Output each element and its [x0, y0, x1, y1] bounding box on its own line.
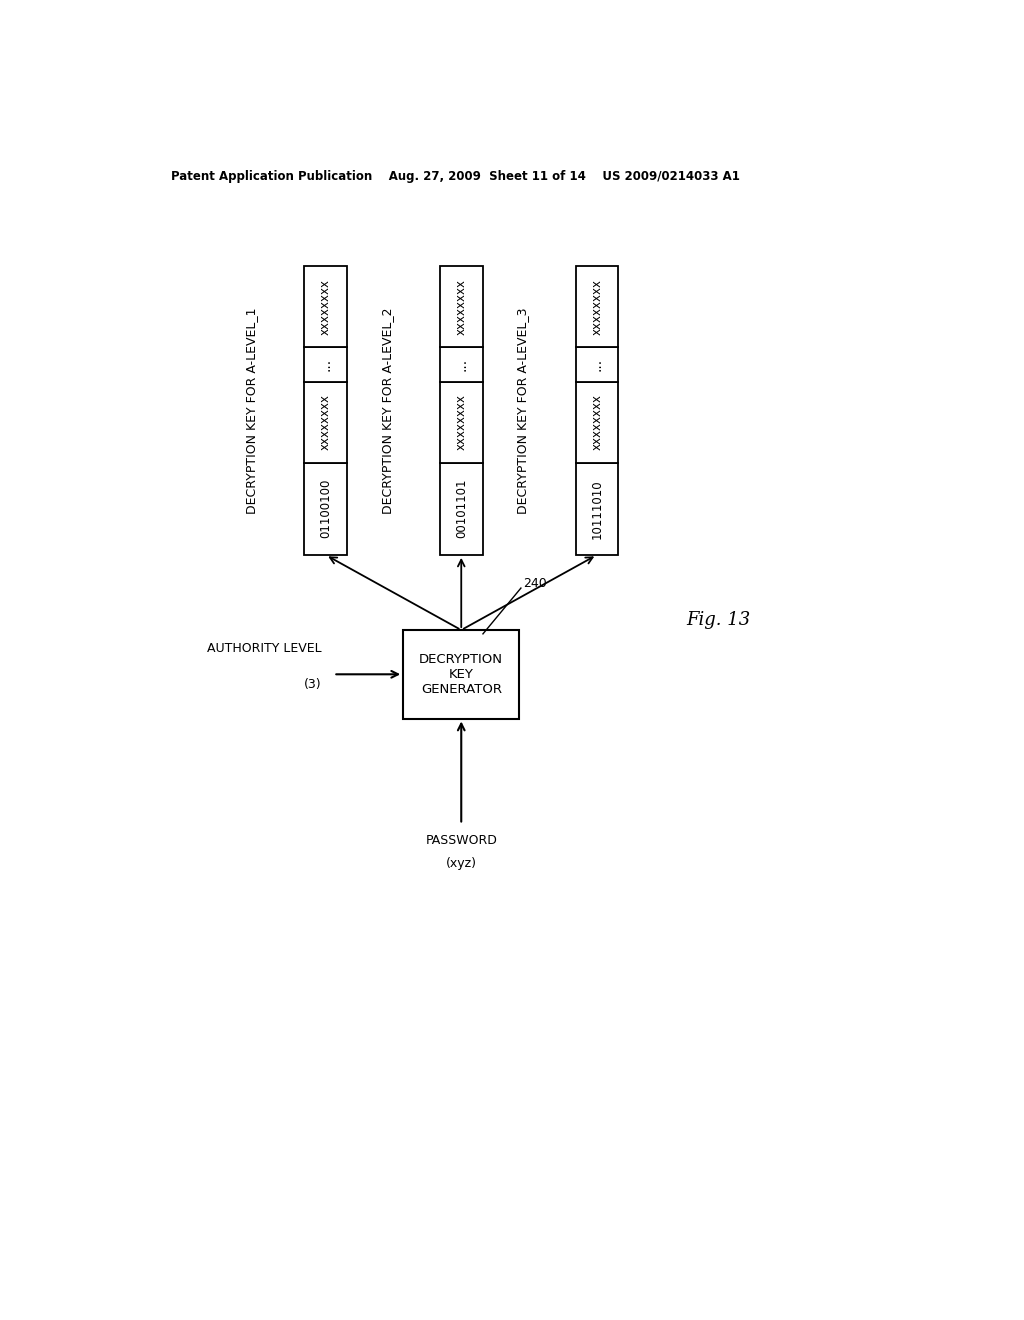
- Text: DECRYPTION KEY FOR A-LEVEL_1: DECRYPTION KEY FOR A-LEVEL_1: [245, 308, 258, 513]
- Text: 10111010: 10111010: [591, 479, 603, 539]
- Bar: [440, 267, 482, 347]
- Text: xxxxxxxx: xxxxxxxx: [319, 279, 332, 335]
- Bar: [575, 347, 618, 381]
- Text: Fig. 13: Fig. 13: [686, 611, 751, 630]
- Text: ...: ...: [318, 358, 333, 371]
- Bar: [304, 381, 347, 462]
- Bar: [304, 462, 347, 554]
- Text: 00101101: 00101101: [455, 479, 468, 539]
- Text: Patent Application Publication    Aug. 27, 2009  Sheet 11 of 14    US 2009/02140: Patent Application Publication Aug. 27, …: [171, 170, 739, 183]
- Bar: [440, 347, 482, 381]
- Bar: [575, 462, 618, 554]
- Text: ...: ...: [455, 358, 468, 371]
- Text: (3): (3): [304, 678, 322, 692]
- Text: PASSWORD: PASSWORD: [425, 834, 498, 846]
- Bar: [440, 381, 482, 462]
- Text: 240: 240: [523, 577, 547, 590]
- Text: xxxxxxxx: xxxxxxxx: [591, 279, 603, 335]
- Text: ...: ...: [590, 358, 604, 371]
- Bar: [575, 267, 618, 347]
- Text: xxxxxxxx: xxxxxxxx: [591, 395, 603, 450]
- Text: AUTHORITY LEVEL: AUTHORITY LEVEL: [207, 642, 322, 655]
- Text: (xyz): (xyz): [445, 857, 477, 870]
- Bar: [440, 462, 482, 554]
- Bar: [403, 630, 519, 718]
- Text: xxxxxxxx: xxxxxxxx: [319, 395, 332, 450]
- Text: xxxxxxxx: xxxxxxxx: [455, 279, 468, 335]
- Text: 01100100: 01100100: [319, 479, 332, 539]
- Bar: [575, 381, 618, 462]
- Text: DECRYPTION
KEY
GENERATOR: DECRYPTION KEY GENERATOR: [419, 653, 503, 696]
- Text: xxxxxxxx: xxxxxxxx: [455, 395, 468, 450]
- Bar: [304, 347, 347, 381]
- Text: DECRYPTION KEY FOR A-LEVEL_3: DECRYPTION KEY FOR A-LEVEL_3: [516, 308, 529, 513]
- Bar: [304, 267, 347, 347]
- Text: DECRYPTION KEY FOR A-LEVEL_2: DECRYPTION KEY FOR A-LEVEL_2: [381, 308, 394, 513]
